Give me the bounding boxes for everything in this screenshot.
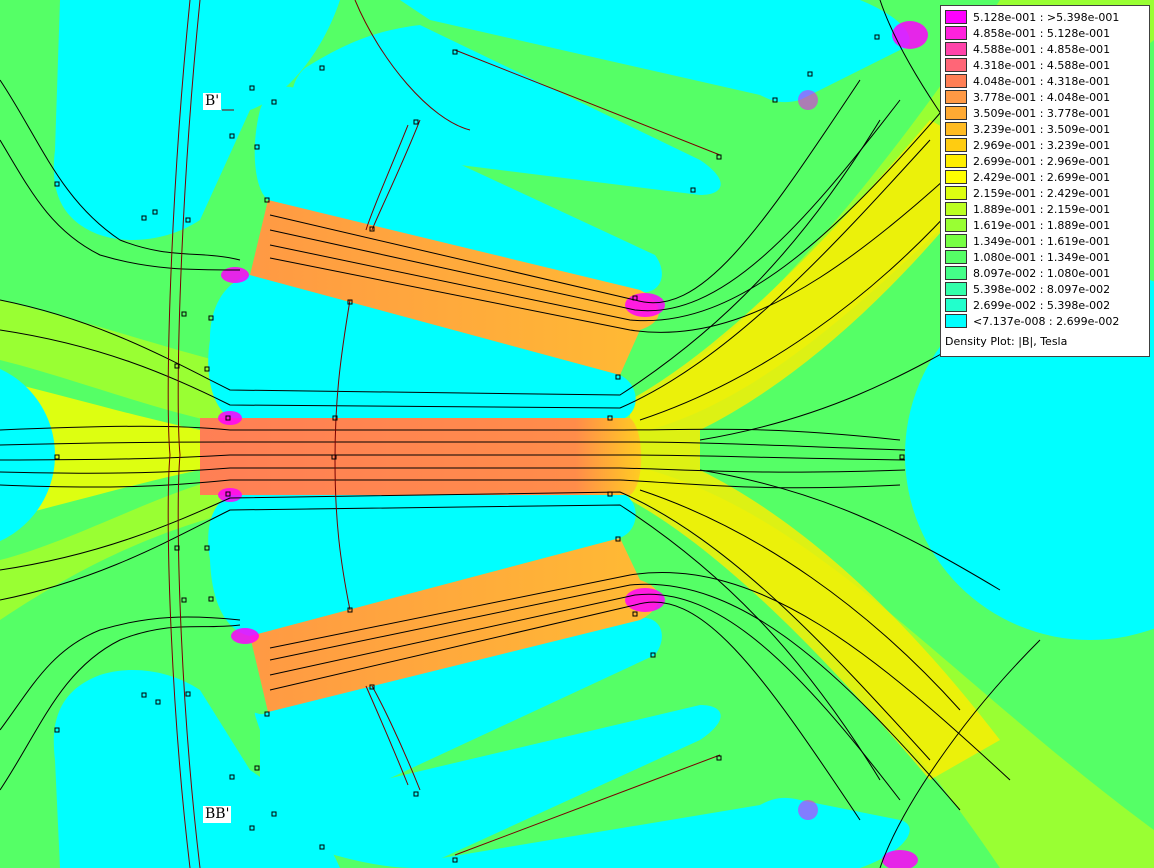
slot-lower-1 (254, 617, 662, 824)
legend-row: 2.699e-001 : 2.969e-001 (945, 153, 1145, 169)
legend-range: 5.398e-002 : 8.097e-002 (973, 282, 1111, 296)
legend-range: 4.318e-001 : 4.588e-001 (973, 58, 1111, 72)
slot-upper-3 (400, 0, 910, 103)
section-label-b-prime: B' (203, 93, 222, 110)
legend-row: 3.778e-001 : 4.048e-001 (945, 89, 1145, 105)
mesh-nodes (54, 34, 905, 863)
legend-range: 4.858e-001 : 5.128e-001 (973, 26, 1111, 40)
legend-swatch (945, 42, 967, 56)
legend-swatch (945, 266, 967, 280)
legend-range: 2.699e-002 : 5.398e-002 (973, 298, 1111, 312)
tooth-upper (250, 200, 659, 375)
slot-middle-upper (208, 275, 636, 418)
slot-middle-lower (208, 495, 636, 636)
legend-range: 3.778e-001 : 4.048e-001 (973, 90, 1111, 104)
legend-row: 3.509e-001 : 3.778e-001 (945, 105, 1145, 121)
legend-swatch (945, 138, 967, 152)
legend-row: 1.619e-001 : 1.889e-001 (945, 217, 1145, 233)
legend-swatch (945, 282, 967, 296)
legend-range: 1.080e-001 : 1.349e-001 (973, 250, 1111, 264)
legend-range: <7.137e-008 : 2.699e-002 (973, 314, 1120, 328)
legend-swatch (945, 26, 967, 40)
flux-lines (0, 0, 1041, 868)
hole-left (0, 368, 55, 542)
legend-title: Density Plot: |B|, Tesla (945, 335, 1068, 348)
legend-swatch (945, 298, 967, 312)
saturation-spots (218, 21, 928, 868)
legend-range: 4.048e-001 : 4.318e-001 (973, 74, 1111, 88)
section-label-bb-prime: BB' (203, 806, 232, 823)
legend-swatch (945, 122, 967, 136)
legend-rows: 5.128e-001 : >5.398e-001 4.858e-001 : 5.1… (945, 9, 1145, 329)
legend-row: 2.969e-001 : 3.239e-001 (945, 137, 1145, 153)
legend-swatch (945, 202, 967, 216)
legend-row: 1.080e-001 : 1.349e-001 (945, 249, 1145, 265)
legend-swatch (945, 58, 967, 72)
tooth-lower (250, 538, 659, 712)
boundary-lines (167, 0, 721, 868)
slot-upper-2 (291, 25, 721, 195)
legend-swatch (945, 154, 967, 168)
legend-range: 2.159e-001 : 2.429e-001 (973, 186, 1111, 200)
legend-row: 1.349e-001 : 1.619e-001 (945, 233, 1145, 249)
slot-lower-4 (53, 670, 340, 868)
legend-row: 3.239e-001 : 3.509e-001 (945, 121, 1145, 137)
legend-row: 4.858e-001 : 5.128e-001 (945, 25, 1145, 41)
legend-row: 2.429e-001 : 2.699e-001 (945, 169, 1145, 185)
legend-row: 1.889e-001 : 2.159e-001 (945, 201, 1145, 217)
legend-row: 5.398e-002 : 8.097e-002 (945, 281, 1145, 297)
slot-lower-3 (420, 797, 910, 868)
legend-swatch (945, 314, 967, 328)
legend-row: 4.318e-001 : 4.588e-001 (945, 57, 1145, 73)
tooth-center (200, 418, 642, 495)
shaft-hole-right (905, 270, 1154, 640)
legend-swatch (945, 234, 967, 248)
legend-row: 5.128e-001 : >5.398e-001 (945, 9, 1145, 25)
legend-swatch (945, 90, 967, 104)
legend-swatch (945, 74, 967, 88)
legend-range: 3.509e-001 : 3.778e-001 (973, 106, 1111, 120)
legend-row: 2.699e-002 : 5.398e-002 (945, 297, 1145, 313)
legend-range: 1.889e-001 : 2.159e-001 (973, 202, 1111, 216)
legend-row: 4.588e-001 : 4.858e-001 (945, 41, 1145, 57)
legend: 5.128e-001 : >5.398e-001 4.858e-001 : 5.1… (940, 5, 1150, 357)
legend-range: 2.429e-001 : 2.699e-001 (973, 170, 1111, 184)
legend-range: 1.619e-001 : 1.889e-001 (973, 218, 1111, 232)
legend-range: 4.588e-001 : 4.858e-001 (973, 42, 1111, 56)
legend-range: 5.128e-001 : >5.398e-001 (973, 10, 1120, 24)
legend-range: 2.699e-001 : 2.969e-001 (973, 154, 1111, 168)
legend-row: 8.097e-002 : 1.080e-001 (945, 265, 1145, 281)
legend-row: 4.048e-001 : 4.318e-001 (945, 73, 1145, 89)
legend-row: 2.159e-001 : 2.429e-001 (945, 185, 1145, 201)
legend-swatch (945, 106, 967, 120)
legend-swatch (945, 10, 967, 24)
legend-range: 2.969e-001 : 3.239e-001 (973, 138, 1111, 152)
legend-swatch (945, 218, 967, 232)
legend-swatch (945, 186, 967, 200)
legend-range: 1.349e-001 : 1.619e-001 (973, 234, 1111, 248)
legend-row: <7.137e-008 : 2.699e-002 (945, 313, 1145, 329)
legend-range: 8.097e-002 : 1.080e-001 (973, 266, 1111, 280)
legend-range: 3.239e-001 : 3.509e-001 (973, 122, 1111, 136)
slot-lower-2 (290, 705, 721, 868)
slot-upper-4 (53, 0, 340, 240)
legend-swatch (945, 170, 967, 184)
legend-swatch (945, 250, 967, 264)
